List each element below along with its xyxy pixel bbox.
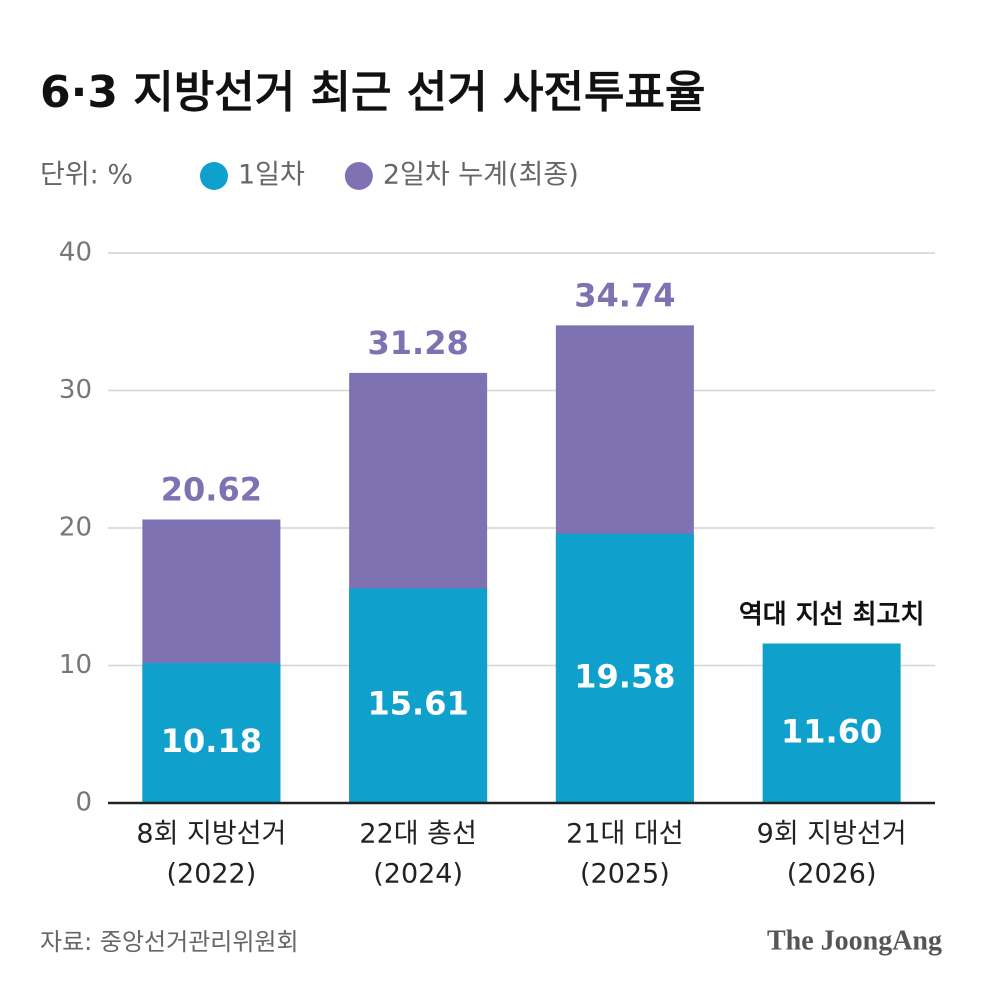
x-tick-label: 8회 지방선거 bbox=[136, 819, 286, 850]
x-tick-label: 9회 지방선거 bbox=[757, 819, 907, 850]
value-label: 31.28 bbox=[368, 324, 469, 362]
annotation: 역대 지선 최고치 bbox=[739, 600, 925, 630]
x-tick-label: 22대 총선 bbox=[359, 819, 476, 850]
bar bbox=[142, 663, 281, 803]
bar bbox=[555, 533, 694, 803]
value-label: 19.58 bbox=[574, 657, 675, 695]
x-tick-label: (2025) bbox=[580, 859, 670, 890]
x-tick-label: (2026) bbox=[787, 859, 877, 890]
value-label: 20.62 bbox=[161, 470, 262, 508]
y-tick-label: 30 bbox=[59, 375, 92, 405]
legend-label: 1일차 bbox=[238, 160, 305, 191]
x-tick-label: 21대 대선 bbox=[566, 819, 683, 850]
bar bbox=[349, 588, 488, 803]
x-tick-label: (2024) bbox=[373, 859, 463, 890]
y-tick-label: 40 bbox=[59, 238, 92, 268]
x-tick-label: (2022) bbox=[166, 859, 256, 890]
y-tick-label: 20 bbox=[59, 513, 92, 543]
chart-title: 6·3 지방선거 최근 선거 사전투표율 bbox=[40, 67, 705, 118]
brand: The JoongAng bbox=[767, 925, 942, 956]
value-label: 10.18 bbox=[161, 722, 262, 760]
legend-label: 2일차 누계(최종) bbox=[383, 160, 579, 191]
value-label: 11.60 bbox=[781, 712, 882, 750]
unit-label: 단위: % bbox=[40, 160, 133, 191]
value-label: 34.74 bbox=[574, 276, 675, 314]
source: 자료: 중앙선거관리위원회 bbox=[40, 928, 299, 956]
value-label: 15.61 bbox=[368, 685, 469, 723]
y-tick-label: 10 bbox=[59, 650, 92, 680]
legend-swatch bbox=[344, 162, 373, 190]
y-tick-label: 0 bbox=[75, 788, 92, 818]
legend-swatch bbox=[200, 162, 228, 190]
bar bbox=[762, 643, 901, 803]
